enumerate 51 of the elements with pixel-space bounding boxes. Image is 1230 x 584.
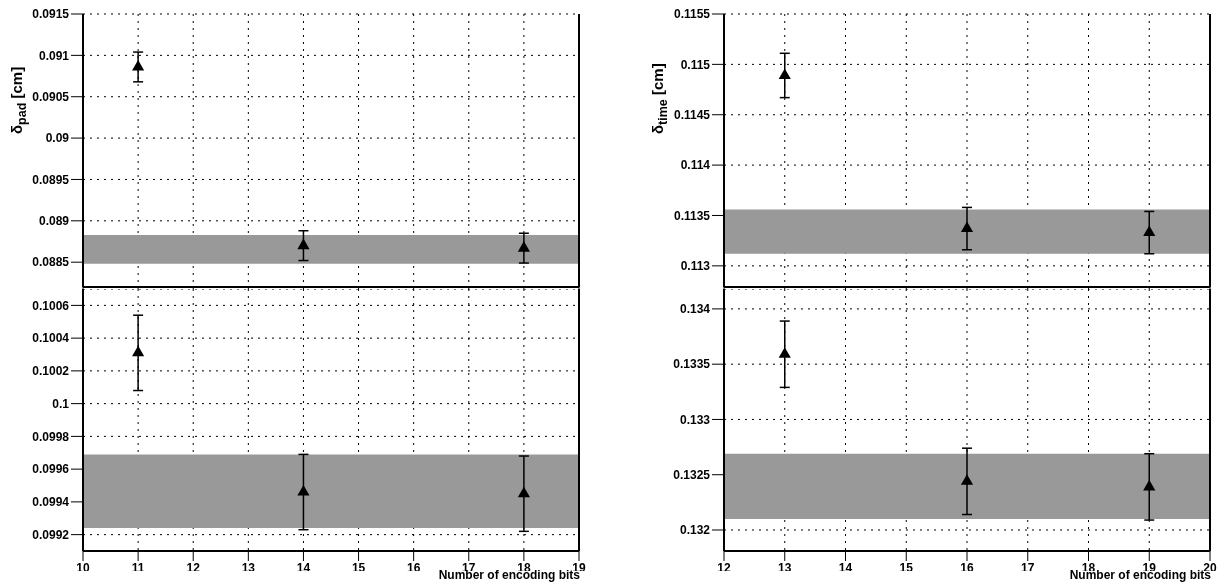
point: [132, 59, 145, 71]
x-tick-label: 10: [76, 560, 90, 575]
y-tick-label: 0.1: [52, 396, 70, 411]
point: [960, 474, 974, 485]
x-tick-label: 11: [131, 560, 145, 575]
y-tick-label: 0.1006: [32, 298, 70, 313]
point: [1143, 225, 1156, 237]
point: [778, 347, 791, 358]
x-tick-label: 14: [838, 560, 853, 575]
y-tick-label: 0.1155: [673, 7, 711, 22]
x-tick-label: 14: [296, 560, 311, 575]
y-tick-label: 0.132: [679, 523, 711, 538]
y-tick-label: 0.089: [38, 214, 70, 229]
y-tick-label: 0.0996: [32, 462, 70, 477]
point: [132, 345, 145, 357]
point: [517, 241, 530, 252]
x-tick-label: 13: [778, 560, 792, 575]
x-tick-label: 16: [406, 560, 421, 575]
y-tick-label: 0.0905: [32, 89, 70, 104]
y-tick-label: 0.0992: [32, 527, 70, 542]
x-tick-label: 17: [1021, 560, 1035, 575]
y-tick-label: 0.0998: [32, 429, 70, 444]
point: [778, 68, 791, 79]
y-tick-label: 0.09: [45, 131, 70, 146]
y-tick-label: 0.114: [680, 158, 711, 173]
x-tick-label: 13: [241, 560, 256, 575]
point: [297, 485, 310, 496]
y-tick-label: 0.113: [680, 259, 711, 274]
x-tick-label: 15: [899, 560, 914, 575]
y-tick-label: 0.1335: [673, 357, 711, 372]
y-tick-label: 0.0915: [32, 7, 70, 22]
y-tick-label: 0.1145: [673, 108, 711, 122]
y-tick-label: 0.0994: [32, 495, 70, 510]
point: [960, 221, 974, 233]
y-tick-label: 0.1004: [32, 331, 70, 346]
y-tick-label: 0.1002: [32, 364, 70, 379]
y-tick-label: 0.0895: [32, 172, 70, 187]
y-tick-label: 0.115: [680, 57, 711, 72]
y-tick-label: 0.0885: [32, 255, 70, 270]
y-tick-label: 0.1325: [673, 467, 711, 482]
x-tick-label: 12: [186, 560, 201, 575]
x-tick-label: 16: [960, 560, 974, 575]
y-tick-label: 0.133: [679, 412, 711, 427]
x-tick-label: 12: [717, 560, 731, 575]
x-tick-label: 15: [351, 560, 366, 575]
y-tick-label: 0.1135: [673, 208, 711, 223]
point: [297, 238, 310, 250]
point: [517, 486, 530, 498]
y-tick-label: 0.134: [679, 302, 711, 317]
point: [1143, 479, 1156, 491]
y-tick-label: 0.091: [38, 48, 70, 63]
